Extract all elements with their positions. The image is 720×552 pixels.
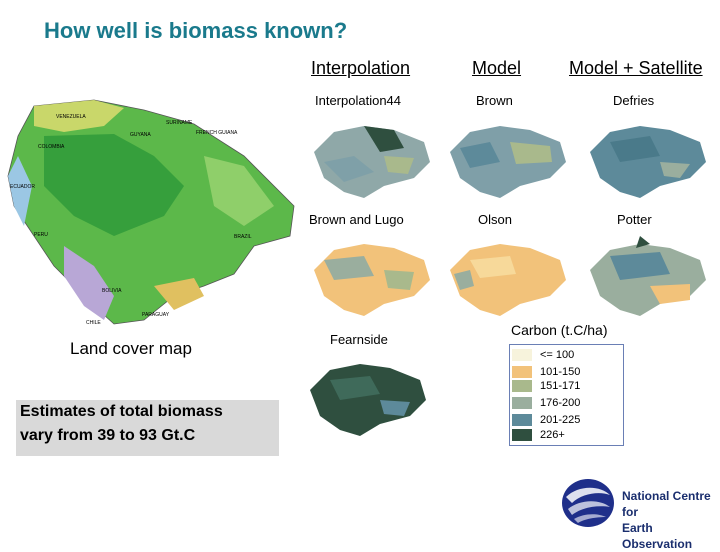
nceo-logo-text: National Centre for Earth Observation	[622, 488, 720, 552]
nceo-logo-icon	[562, 479, 614, 527]
biomass-map-brown-lugo	[314, 244, 430, 316]
legend-swatch-1	[512, 349, 532, 361]
column-header-model-satellite: Model + Satellite	[569, 58, 703, 78]
legend-swatch-4	[512, 397, 532, 409]
legend-swatch-6	[512, 429, 532, 441]
map-label-interpolation44: Interpolation44	[315, 93, 402, 108]
page-title: How well is biomass known?	[44, 18, 348, 43]
land-cover-map: VENEZUELA SURINAME GUYANA FRENCH GUIANA …	[4, 96, 298, 328]
biomass-map-potter	[590, 236, 706, 316]
map-label-fearnside: Fearnside	[330, 332, 388, 347]
map-label-defries: Defries	[613, 93, 655, 108]
country-label: ECUADOR	[10, 184, 35, 190]
estimate-box: Estimates of total biomass vary from 39 …	[16, 400, 279, 456]
nceo-line-1: National Centre for	[622, 489, 711, 519]
map-label-olson: Olson	[478, 212, 512, 227]
estimate-line-1: Estimates of total biomass	[20, 403, 223, 420]
nceo-line-2: Earth Observation	[622, 521, 693, 551]
map-label-brown: Brown	[476, 93, 513, 108]
country-label: VENEZUELA	[56, 114, 86, 120]
column-header-interpolation: Interpolation	[311, 58, 411, 78]
country-label: BOLIVIA	[102, 288, 122, 294]
country-label: CHILE	[86, 320, 101, 326]
estimate-line-2: vary from 39 to 93 Gt.C	[20, 427, 196, 444]
legend-label-1: <= 100	[540, 349, 575, 361]
country-label: PARAGUAY	[142, 312, 170, 318]
biomass-map-defries	[590, 126, 706, 198]
country-label: SURINAME	[166, 120, 193, 126]
column-header-model: Model	[472, 58, 522, 78]
legend-label-5: 201-225	[540, 414, 581, 426]
map-label-brown-lugo: Brown and Lugo	[309, 212, 404, 227]
legend-label-4: 176-200	[540, 397, 581, 409]
biomass-map-olson	[450, 244, 566, 316]
legend-label-6: 226+	[540, 429, 565, 441]
legend-swatch-3	[512, 380, 532, 392]
legend-label-3: 151-171	[540, 380, 581, 392]
legend-title: Carbon (t.C/ha)	[511, 322, 608, 338]
land-cover-label: Land cover map	[70, 339, 192, 358]
country-label: COLOMBIA	[38, 144, 65, 150]
country-label: GUYANA	[130, 132, 151, 138]
legend-label-2: 101-150	[540, 366, 581, 378]
biomass-map-brown	[450, 126, 566, 198]
biomass-map-interpolation44	[314, 126, 430, 198]
country-label: BRAZIL	[234, 234, 252, 240]
map-label-potter: Potter	[617, 212, 652, 227]
legend-swatch-5	[512, 414, 532, 426]
legend-swatch-2	[512, 366, 532, 378]
country-label: FRENCH GUIANA	[196, 130, 238, 136]
country-label: PERU	[34, 232, 48, 238]
biomass-map-fearnside	[310, 364, 426, 436]
